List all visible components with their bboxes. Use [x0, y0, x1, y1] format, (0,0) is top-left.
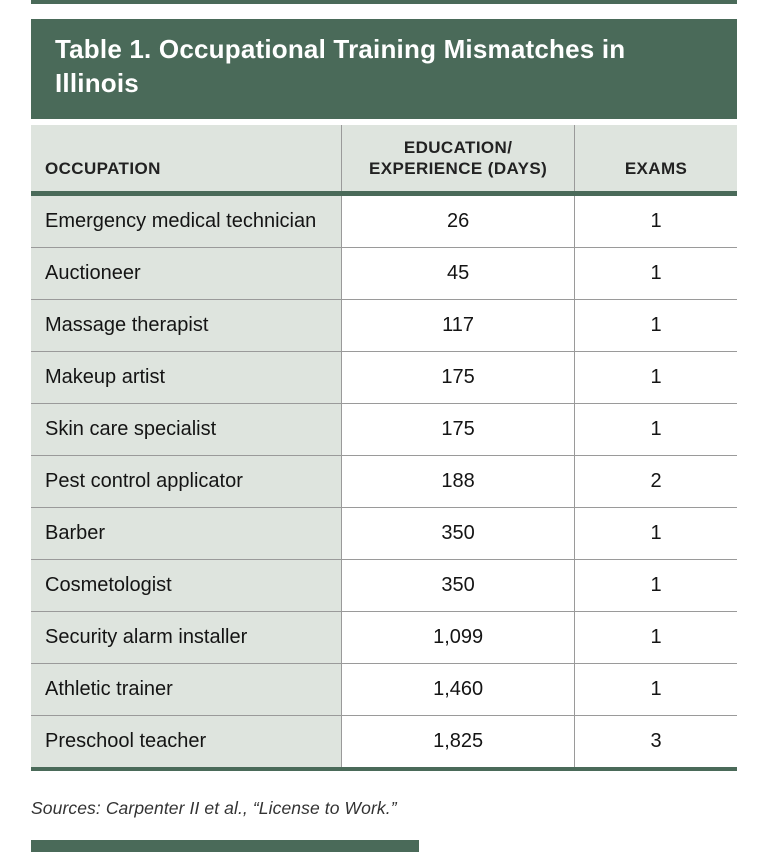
exams-cell: 2: [574, 455, 738, 509]
exams-cell: 1: [574, 299, 738, 353]
column-header-education-experience: EDUCATION/EXPERIENCE (DAYS): [341, 124, 576, 197]
table-row: Emergency medical technician 26 1: [30, 193, 738, 249]
occupation-cell: Preschool teacher: [30, 715, 343, 768]
table-bottom-rule: [31, 767, 737, 772]
exams-cell: 1: [574, 351, 738, 405]
table-row: Skin care specialist 175 1: [30, 403, 738, 457]
education-header-line1: EDUCATION/: [403, 137, 513, 157]
table-row: Barber 350 1: [30, 507, 738, 561]
days-cell: 1,099: [341, 611, 576, 665]
occupation-cell: Skin care specialist: [30, 403, 343, 457]
days-cell: 26: [341, 193, 576, 249]
occupations-table: OCCUPATION EDUCATION/EXPERIENCE (DAYS) E…: [30, 124, 738, 768]
exams-cell: 1: [574, 507, 738, 561]
occupation-cell: Athletic trainer: [30, 663, 343, 717]
column-header-exams: EXAMS: [574, 124, 738, 197]
occupation-cell: Security alarm installer: [30, 611, 343, 665]
table-row: Auctioneer 45 1: [30, 247, 738, 301]
table-row: Makeup artist 175 1: [30, 351, 738, 405]
exams-cell: 1: [574, 247, 738, 301]
education-header-line2: EXPERIENCE (DAYS): [369, 158, 548, 178]
occupation-cell: Pest control applicator: [30, 455, 343, 509]
exams-cell: 1: [574, 403, 738, 457]
days-cell: 175: [341, 351, 576, 405]
days-cell: 45: [341, 247, 576, 301]
top-divider-rule: [31, 0, 737, 4]
table-row: Preschool teacher 1,825 3: [30, 715, 738, 768]
days-cell: 1,825: [341, 715, 576, 768]
exams-cell: 1: [574, 559, 738, 613]
occupation-cell: Cosmetologist: [30, 559, 343, 613]
table-row: Pest control applicator 188 2: [30, 455, 738, 509]
days-cell: 350: [341, 559, 576, 613]
exams-cell: 1: [574, 663, 738, 717]
exams-cell: 3: [574, 715, 738, 768]
next-table-partial-bar: [31, 840, 420, 852]
occupation-cell: Emergency medical technician: [30, 193, 343, 249]
days-cell: 1,460: [341, 663, 576, 717]
exams-cell: 1: [574, 611, 738, 665]
table-row: Athletic trainer 1,460 1: [30, 663, 738, 717]
occupation-cell: Barber: [30, 507, 343, 561]
days-cell: 175: [341, 403, 576, 457]
sources-note: Sources: Carpenter II et al., “License t…: [31, 798, 397, 819]
occupation-cell: Massage therapist: [30, 299, 343, 353]
days-cell: 117: [341, 299, 576, 353]
exams-cell: 1: [574, 193, 738, 249]
table-title-bar: Table 1. Occupational Training Mismatche…: [31, 19, 737, 119]
table-header-row: OCCUPATION EDUCATION/EXPERIENCE (DAYS) E…: [30, 124, 738, 197]
table-row: Massage therapist 117 1: [30, 299, 738, 353]
table-body: Emergency medical technician 26 1 Auctionee…: [30, 193, 738, 768]
occupation-cell: Makeup artist: [30, 351, 343, 405]
days-cell: 350: [341, 507, 576, 561]
days-cell: 188: [341, 455, 576, 509]
table-title: Table 1. Occupational Training Mismatche…: [55, 34, 626, 98]
table-row: Cosmetologist 350 1: [30, 559, 738, 613]
column-header-occupation: OCCUPATION: [30, 124, 343, 197]
occupation-cell: Auctioneer: [30, 247, 343, 301]
table-row: Security alarm installer 1,099 1: [30, 611, 738, 665]
